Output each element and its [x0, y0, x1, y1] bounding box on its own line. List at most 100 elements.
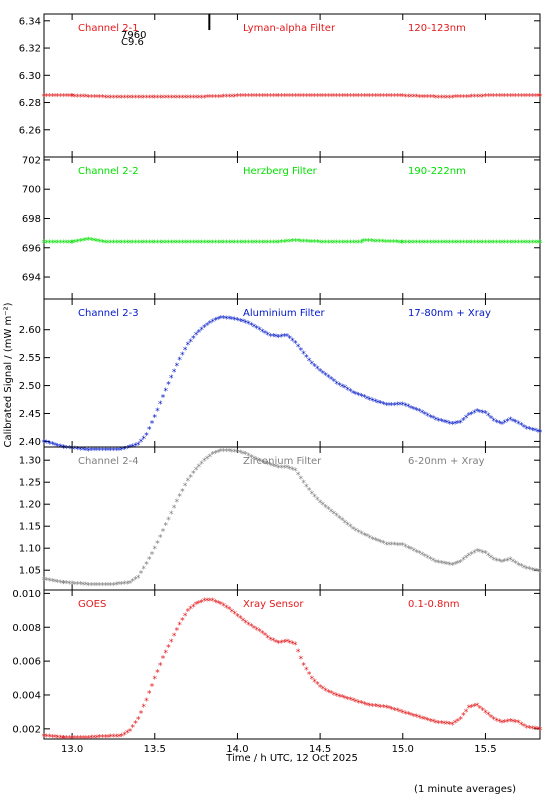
data-point: * [447, 561, 452, 571]
data-point: * [332, 691, 337, 701]
data-point: * [428, 239, 433, 249]
data-point: * [401, 709, 406, 719]
data-point: * [169, 239, 174, 249]
data-point: * [514, 719, 519, 729]
data-point: * [106, 94, 111, 104]
data-point: * [453, 420, 458, 430]
data-point: * [81, 734, 86, 744]
data-point: * [213, 317, 218, 327]
data-point: * [194, 239, 199, 249]
data-point: * [216, 449, 221, 459]
data-point: * [536, 93, 541, 103]
data-point: * [161, 239, 166, 249]
data-point: * [447, 239, 452, 249]
data-point: * [538, 239, 543, 249]
data-point: * [469, 239, 474, 249]
data-point: * [194, 331, 199, 341]
data-point: * [348, 696, 353, 706]
data-point: * [304, 354, 309, 364]
data-point: * [221, 602, 226, 612]
data-point: * [293, 237, 298, 247]
y-tick-label: 694 [22, 273, 41, 284]
data-point: * [442, 418, 447, 428]
data-point: * [177, 492, 182, 502]
data-point: * [423, 410, 428, 420]
data-point: * [224, 448, 229, 458]
data-point: * [282, 238, 287, 248]
data-point: * [500, 421, 505, 431]
data-point: * [210, 318, 215, 328]
data-point: * [420, 239, 425, 249]
data-point: * [436, 94, 441, 104]
data-point: * [155, 668, 160, 678]
data-point: * [219, 239, 224, 249]
data-point: * [89, 236, 94, 246]
data-point: * [365, 395, 370, 405]
data-point: * [315, 365, 320, 375]
data-point: * [147, 426, 152, 436]
data-point: * [67, 239, 72, 249]
data-point: * [464, 708, 469, 718]
data-point: * [299, 347, 304, 357]
data-point: * [409, 404, 414, 414]
data-point: * [103, 94, 108, 104]
data-point: * [274, 463, 279, 473]
data-point: * [362, 394, 367, 404]
data-point: * [150, 419, 155, 429]
data-point: * [362, 531, 367, 541]
data-point: * [354, 698, 359, 708]
data-point: * [290, 93, 295, 103]
y-tick-label: 0.004 [12, 690, 41, 701]
data-point: * [271, 462, 276, 472]
data-point: * [381, 704, 386, 714]
data-point: * [480, 409, 485, 419]
x-tick-label: 14.0 [226, 744, 248, 755]
data-point: * [312, 678, 317, 688]
data-point: * [117, 94, 122, 104]
data-point: * [375, 238, 380, 248]
data-point: * [95, 447, 100, 457]
data-point: * [530, 725, 535, 735]
data-point: * [221, 315, 226, 325]
data-point: * [144, 94, 149, 104]
data-point: * [533, 427, 538, 437]
data-point: * [67, 580, 72, 590]
series-points: ****************************************… [42, 597, 543, 744]
data-point: * [494, 93, 499, 103]
data-point: * [111, 446, 116, 456]
data-point: * [147, 94, 152, 104]
data-point: * [213, 598, 218, 608]
data-point: * [199, 239, 204, 249]
data-point: * [219, 601, 224, 611]
data-point: * [445, 560, 450, 570]
data-point: * [238, 615, 243, 625]
y-tick-label: 1.20 [19, 500, 41, 511]
data-point: * [345, 386, 350, 396]
data-point: * [536, 726, 541, 736]
data-point: * [61, 579, 66, 589]
data-point: * [227, 448, 232, 458]
data-point: * [414, 407, 419, 417]
data-point: * [372, 238, 377, 248]
data-point: * [472, 703, 477, 713]
data-point: * [92, 93, 97, 103]
data-point: * [519, 721, 524, 731]
data-point: * [397, 239, 402, 249]
data-point: * [458, 558, 463, 568]
data-point: * [213, 239, 218, 249]
band-label: 190-222nm [408, 166, 466, 177]
data-point: * [268, 462, 273, 472]
data-point: * [133, 576, 138, 586]
data-point: * [340, 93, 345, 103]
data-point: * [366, 238, 371, 248]
data-point: * [489, 93, 494, 103]
data-point: * [483, 709, 488, 719]
data-point: * [434, 558, 439, 568]
data-point: * [169, 94, 174, 104]
data-point: * [186, 341, 191, 351]
data-point: * [106, 581, 111, 591]
data-point: * [150, 682, 155, 692]
data-point: * [194, 94, 199, 104]
data-point: * [312, 239, 317, 249]
data-point: * [131, 443, 136, 453]
